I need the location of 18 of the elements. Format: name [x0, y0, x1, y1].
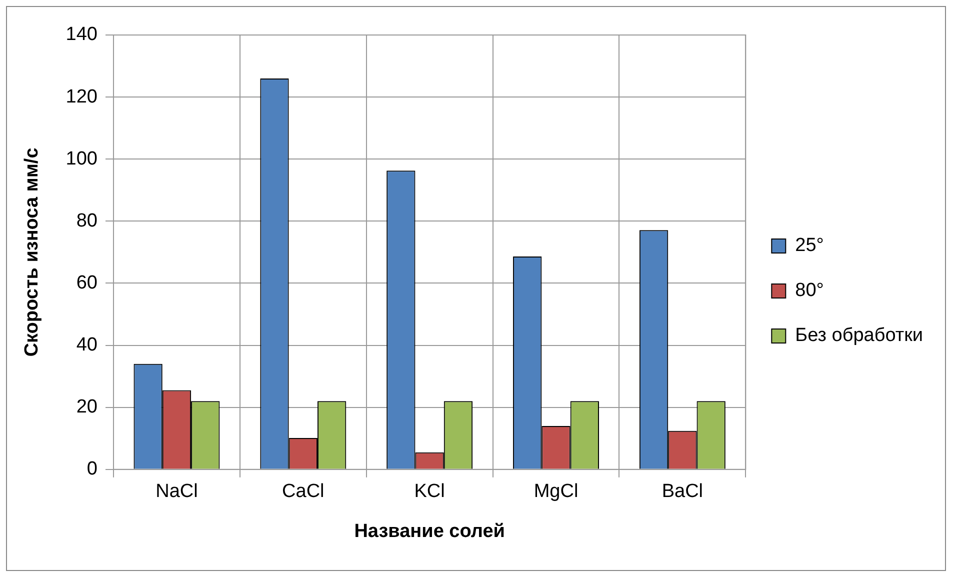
x-tick-label: CaCl	[282, 481, 324, 502]
legend-label: Без обработки	[795, 325, 924, 346]
x-tick-label: KCl	[414, 481, 445, 502]
y-axis-title: Скорость износа мм/с	[22, 147, 43, 357]
y-tick-label: 100	[66, 148, 98, 170]
legend-label: 25°	[795, 235, 824, 256]
x-axis-title: Название солей	[354, 520, 505, 542]
x-tick-label: NaCl	[156, 481, 198, 502]
x-tick-label: BaCl	[662, 481, 704, 502]
y-tick-label: 20	[76, 396, 98, 418]
y-tick-label: 80	[76, 210, 98, 232]
y-tick-label: 120	[66, 86, 98, 108]
y-tick-label: 0	[86, 458, 98, 480]
y-tick-label: 140	[66, 24, 98, 46]
y-tick-label: 40	[76, 334, 98, 356]
legend-label: 80°	[795, 280, 824, 302]
y-tick-label: 60	[76, 272, 98, 294]
x-tick-label: MgCl	[534, 481, 578, 502]
